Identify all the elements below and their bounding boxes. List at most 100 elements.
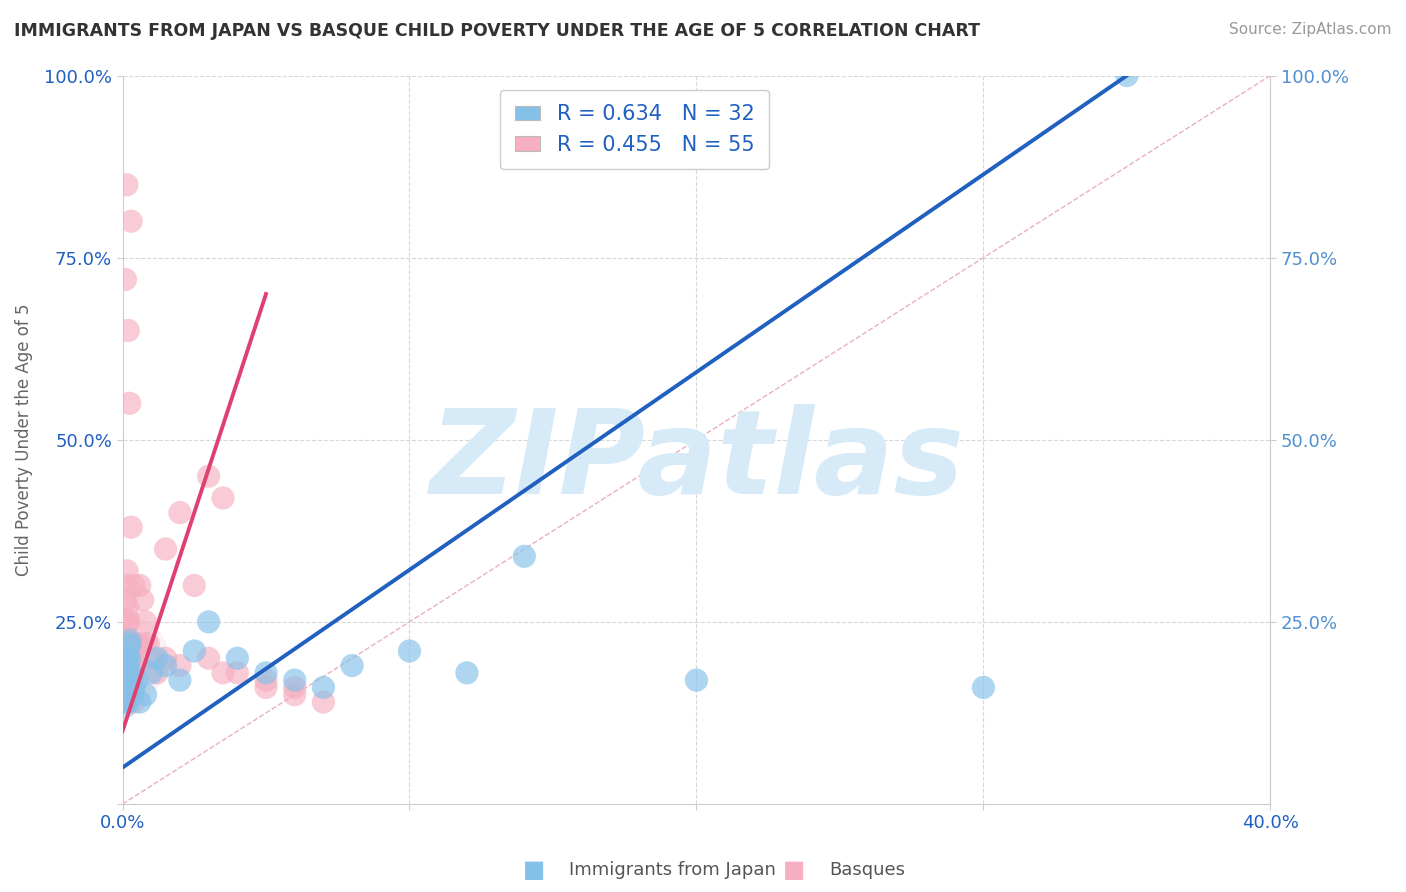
Point: [284, 688, 307, 702]
Point: [146, 651, 169, 665]
Point: [118, 651, 141, 665]
Point: [114, 663, 136, 677]
Point: [118, 674, 141, 689]
Point: [134, 615, 156, 629]
Point: [115, 654, 138, 668]
Point: [118, 637, 141, 651]
Point: [122, 665, 145, 680]
Point: [128, 695, 150, 709]
Point: [197, 651, 219, 665]
Point: [122, 681, 145, 695]
Point: [115, 178, 138, 192]
Point: [117, 612, 139, 626]
Point: [128, 578, 150, 592]
Point: [114, 593, 136, 607]
Point: [138, 637, 160, 651]
Point: [169, 658, 191, 673]
Point: [114, 651, 136, 665]
Point: [112, 683, 135, 698]
Point: [155, 651, 177, 665]
Point: [112, 673, 135, 687]
Point: [112, 690, 135, 705]
Point: [117, 637, 139, 651]
Point: [115, 651, 138, 665]
Point: [254, 673, 277, 687]
Point: [340, 658, 363, 673]
Point: [118, 653, 141, 667]
Point: [112, 658, 135, 673]
Point: [312, 695, 335, 709]
Point: [197, 615, 219, 629]
Text: Source: ZipAtlas.com: Source: ZipAtlas.com: [1229, 22, 1392, 37]
Text: Basques: Basques: [830, 861, 905, 879]
Point: [115, 629, 138, 643]
Point: [254, 681, 277, 695]
Point: [115, 688, 138, 702]
Point: [120, 651, 142, 665]
Point: [121, 665, 143, 680]
Point: [115, 660, 138, 674]
Point: [121, 688, 143, 702]
Point: [197, 469, 219, 483]
Point: [120, 214, 142, 228]
Point: [120, 681, 142, 695]
Point: [118, 396, 141, 410]
Point: [122, 695, 145, 709]
Point: [1116, 69, 1139, 83]
Point: [125, 673, 148, 687]
Point: [115, 564, 138, 578]
Point: [114, 644, 136, 658]
Point: [685, 673, 707, 687]
Point: [114, 665, 136, 680]
Point: [112, 652, 135, 666]
Point: [254, 665, 277, 680]
Point: [114, 651, 136, 665]
Text: ■: ■: [523, 858, 546, 881]
Point: [114, 272, 136, 286]
Point: [114, 615, 136, 629]
Point: [456, 665, 478, 680]
Point: [131, 593, 153, 607]
Y-axis label: Child Poverty Under the Age of 5: Child Poverty Under the Age of 5: [15, 303, 32, 576]
Point: [112, 651, 135, 665]
Point: [117, 654, 139, 668]
Point: [121, 651, 143, 665]
Point: [118, 688, 141, 702]
Point: [112, 622, 135, 636]
Point: [118, 673, 141, 687]
Point: [117, 681, 139, 695]
Point: [114, 695, 136, 709]
Point: [115, 665, 138, 680]
Point: [112, 614, 135, 628]
Text: Immigrants from Japan: Immigrants from Japan: [569, 861, 776, 879]
Point: [112, 663, 135, 677]
Point: [120, 665, 142, 680]
Point: [312, 681, 335, 695]
Point: [972, 681, 994, 695]
Point: [117, 323, 139, 337]
Point: [120, 638, 142, 652]
Text: ZIPatlas: ZIPatlas: [429, 404, 965, 519]
Point: [212, 491, 235, 505]
Point: [141, 665, 163, 680]
Point: [398, 644, 420, 658]
Point: [134, 637, 156, 651]
Point: [284, 681, 307, 695]
Point: [146, 665, 169, 680]
Point: [513, 549, 536, 564]
Point: [183, 644, 205, 658]
Point: [120, 520, 142, 534]
Point: [117, 695, 139, 709]
Point: [114, 578, 136, 592]
Point: [114, 642, 136, 657]
Point: [120, 632, 142, 647]
Point: [117, 693, 139, 707]
Point: [115, 629, 138, 643]
Point: [124, 637, 146, 651]
Point: [117, 600, 139, 615]
Point: [114, 677, 136, 691]
Text: IMMIGRANTS FROM JAPAN VS BASQUE CHILD POVERTY UNDER THE AGE OF 5 CORRELATION CHA: IMMIGRANTS FROM JAPAN VS BASQUE CHILD PO…: [14, 22, 980, 40]
Point: [114, 699, 136, 714]
Point: [115, 615, 138, 630]
Point: [155, 541, 177, 556]
